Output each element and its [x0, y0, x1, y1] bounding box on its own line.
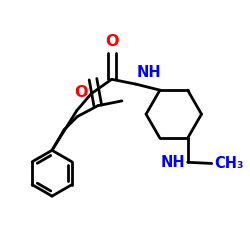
Text: O: O	[74, 85, 88, 100]
Text: NH: NH	[137, 66, 162, 80]
Text: NH: NH	[160, 155, 185, 170]
Text: CH₃: CH₃	[214, 156, 244, 171]
Text: O: O	[105, 34, 118, 49]
